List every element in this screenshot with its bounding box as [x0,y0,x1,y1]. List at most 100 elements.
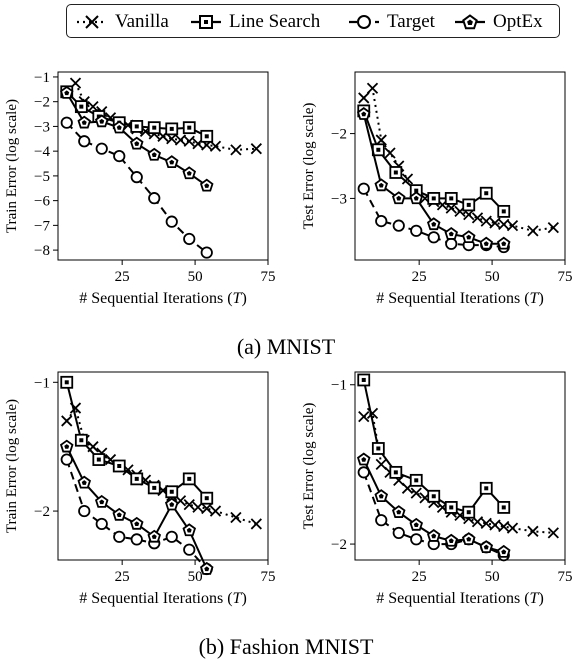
point-optex [199,561,214,575]
y-tick-label: −6 [34,194,50,210]
point-line-search [147,481,161,495]
point-line-search [462,198,476,212]
point-optex [112,120,127,134]
series-optex [356,452,511,558]
point-target [165,530,178,543]
point-optex [356,107,371,120]
x-tick-label: 75 [558,569,572,585]
chart-panel-3: 25 50 75 −1 −2 # Sequential Iterations (T) Tra… [4,371,276,607]
point-vanilla [230,511,242,524]
point-optex [426,217,441,231]
point-line-search [182,121,196,135]
point-optex [77,475,92,489]
x-tick-label: 25 [115,269,130,285]
point-optex [444,533,459,547]
x-tick-label: 25 [412,569,427,585]
point-vanilla [201,502,213,515]
point-optex [496,544,511,558]
y-tick-label: −1 [34,70,50,86]
point-optex [496,236,511,250]
point-line-search [130,472,144,486]
point-line-search [427,489,441,503]
point-line-search [389,465,403,479]
point-optex [182,523,197,537]
point-target [427,231,440,244]
legend-vanilla-swatch [77,15,107,29]
point-vanilla [489,217,501,229]
y-tick-label: −5 [34,169,50,185]
point-vanilla [358,410,370,423]
point-vanilla [498,520,510,533]
series-target [60,116,213,259]
caption-b: (b) Fashion MNIST [198,634,374,659]
point-target [183,232,196,246]
point-vanilla [506,522,519,534]
point-line-search [427,192,441,205]
point-target [375,514,388,527]
point-line-search [165,122,179,136]
series-optex [59,85,214,192]
series-vanilla [358,82,559,237]
legend-item-vanilla: Vanilla [75,5,169,39]
point-vanilla [366,82,379,94]
chart-panel-1: 25 50 75 −1 −2 −3 −4 −5 −6 −7 −8 # Sequential Itera… [4,70,276,307]
legend-item-optex: OptEx [453,5,543,39]
plot-frame [57,71,269,261]
chart-panel-4: 25 50 75 −1 −2 # Sequential Iterations (T) Tes… [301,371,572,607]
series-line-search [60,85,214,143]
legend-label-line-search: Line Search [229,11,321,32]
x-axis-label: # Sequential Iterations (T) [376,290,544,307]
point-target [375,215,388,228]
plot-frame [57,371,269,561]
x-axis-label: # Sequential Iterations (T) [79,290,247,307]
y-tick-label: −3 [34,119,50,135]
point-vanilla [401,173,414,185]
point-optex [426,528,441,542]
point-optex [94,114,109,128]
point-vanilla [506,220,519,232]
legend-line-search-swatch [191,15,221,29]
point-optex [356,452,371,466]
point-vanilla [384,147,396,159]
legend-label-optex: OptEx [493,11,543,32]
y-tick-label: −2 [34,95,50,111]
point-line-search [409,473,423,487]
point-target [113,530,126,543]
point-line-search [200,129,214,143]
point-vanilla [547,527,559,539]
y-axis-label: Train Error (log scale) [4,399,20,533]
series-optex [59,439,214,575]
point-target [392,526,405,540]
x-tick-label: 50 [188,269,203,285]
y-tick-label: −2 [331,127,347,143]
caption-a: (a) MNIST [236,334,336,359]
legend: Vanilla Line Search Target OptEx [66,4,560,38]
point-optex [444,226,459,240]
x-tick-label: 25 [412,269,427,285]
series-line-search [357,373,511,519]
point-line-search [60,375,74,389]
point-line-search [147,121,161,135]
point-optex [182,166,197,180]
series-line-vanilla [363,87,554,232]
point-target [78,504,91,518]
point-optex [164,155,179,169]
point-line-search [130,120,144,133]
point-target [392,219,405,232]
point-optex [129,516,144,530]
point-optex [94,494,109,508]
point-line-search [444,192,458,205]
point-line-search [182,472,196,486]
point-line-search [479,186,493,200]
point-line-search [165,485,179,499]
y-tick-label: −2 [34,504,50,520]
point-line-search [112,459,126,473]
point-optex [461,230,476,244]
point-vanilla [527,225,539,237]
point-line-search [200,491,214,505]
y-axis-label: Train Error (log scale) [4,99,20,233]
point-target [357,182,370,195]
y-tick-label: −2 [331,537,347,553]
point-vanilla [87,100,99,113]
